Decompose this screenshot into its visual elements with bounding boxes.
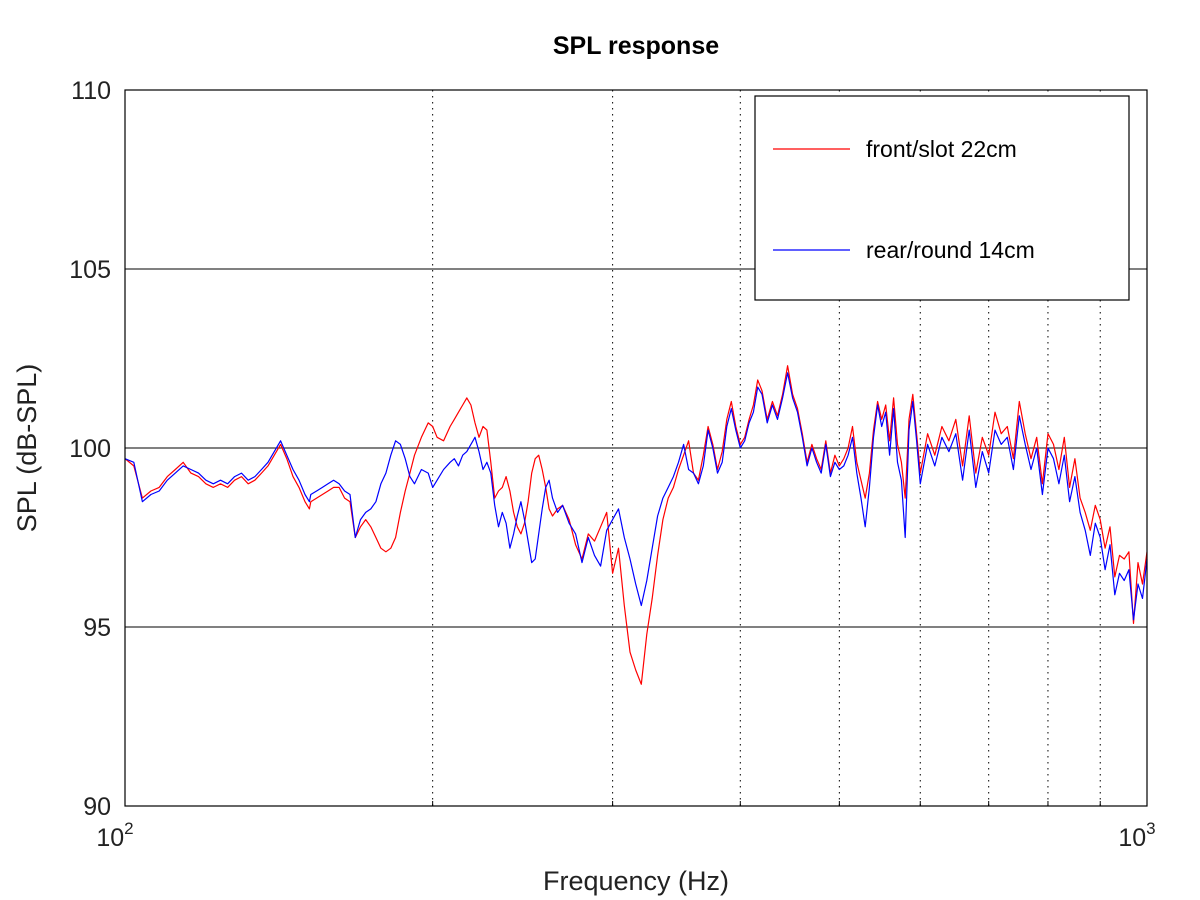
y-tick-label: 90: [83, 793, 111, 821]
y-tick-label: 100: [69, 435, 111, 463]
series-line-rear-round: [124, 372, 1148, 621]
series-line-front-slot: [124, 365, 1148, 685]
y-axis-label: SPL (dB-SPL): [12, 364, 42, 533]
legend: front/slot 22cm rear/round 14cm: [754, 95, 1130, 301]
x-tick-label: 102: [96, 819, 133, 852]
series-layer: [124, 365, 1148, 685]
y-tick-label: 105: [69, 256, 111, 284]
x-tick-label: 103: [1118, 819, 1155, 852]
x-tick-exponent: 3: [1146, 819, 1155, 838]
x-tick-exponent: 2: [124, 819, 133, 838]
x-tick-base: 10: [96, 824, 124, 852]
y-tick-label: 110: [71, 77, 111, 105]
plot-frame: [124, 89, 1148, 807]
legend-label-rear-round: rear/round 14cm: [866, 237, 1035, 263]
y-tick-label: 95: [83, 614, 111, 642]
x-axis-label: Frequency (Hz): [543, 866, 729, 896]
chart-title: SPL response: [553, 32, 719, 60]
legend-box: [754, 95, 1130, 301]
x-tick-base: 10: [1118, 824, 1146, 852]
legend-label-front-slot: front/slot 22cm: [866, 136, 1017, 162]
